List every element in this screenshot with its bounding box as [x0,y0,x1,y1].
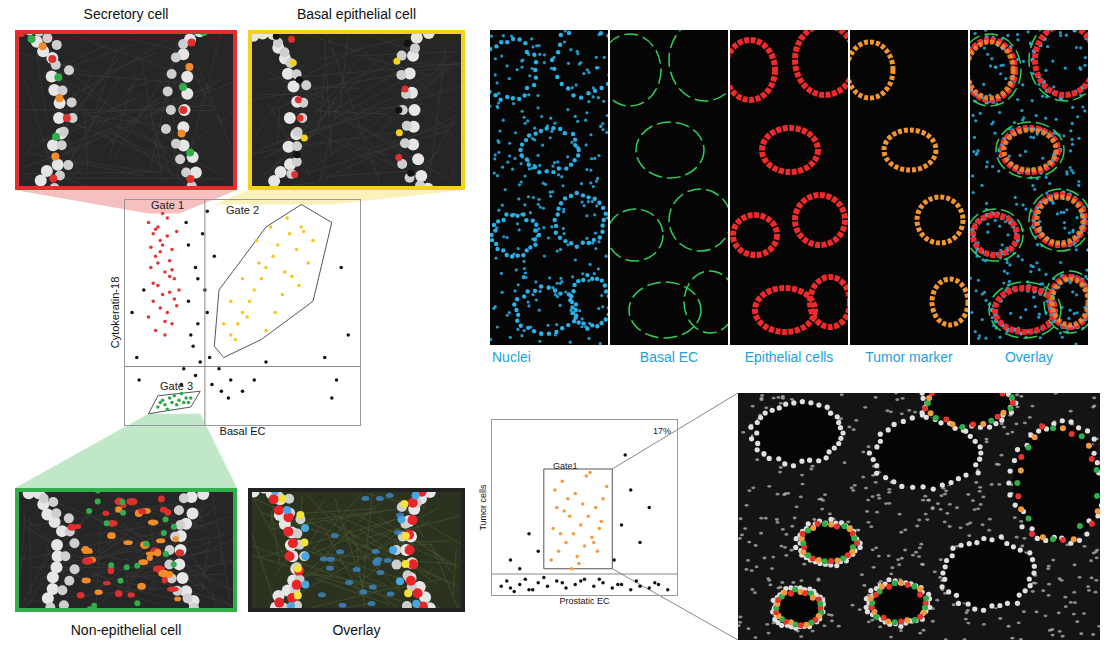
svg-text:Gate1: Gate1 [553,461,578,471]
svg-text:Gate 3: Gate 3 [160,380,193,392]
svg-text:Basal epithelial cell: Basal epithelial cell [297,6,416,22]
svg-text:Basal EC: Basal EC [220,425,266,437]
svg-text:Overlay: Overlay [332,622,380,638]
svg-text:Cytokeratin-18: Cytokeratin-18 [109,277,121,349]
svg-text:Prostatic EC: Prostatic EC [559,596,610,606]
svg-text:Gate 2: Gate 2 [226,204,259,216]
svg-text:Secretory cell: Secretory cell [84,6,169,22]
svg-text:Nuclei: Nuclei [492,349,531,365]
svg-text:Epithelial cells: Epithelial cells [745,349,834,365]
svg-text:Overlay: Overlay [1005,349,1053,365]
svg-text:Gate 1: Gate 1 [151,199,184,211]
svg-text:17%: 17% [653,426,671,436]
svg-text:Tumor cells: Tumor cells [478,484,488,531]
svg-text:Tumor marker: Tumor marker [865,349,953,365]
svg-text:Basal EC: Basal EC [640,349,698,365]
svg-text:Non-epithelial cell: Non-epithelial cell [71,622,182,638]
